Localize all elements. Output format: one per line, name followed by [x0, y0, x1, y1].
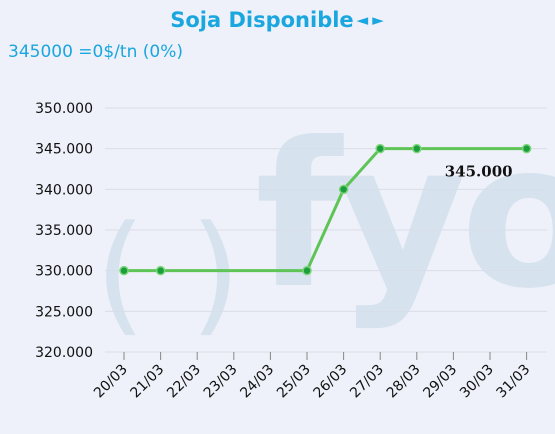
x-tick-label: 23/03	[201, 362, 241, 402]
fyo-watermark-logo: ( ) fyo	[95, 100, 555, 349]
watermark-text: fyo	[255, 100, 555, 333]
data-point[interactable]	[375, 143, 385, 154]
last-value-label: 345.000	[445, 163, 513, 181]
y-tick-label: 335.000	[35, 223, 93, 239]
x-tick-label: 21/03	[128, 362, 168, 402]
y-tick-label: 330.000	[35, 264, 93, 280]
x-tick-label: 27/03	[347, 362, 387, 402]
x-tick-label: 31/03	[494, 362, 534, 402]
y-tick-label: 340.000	[35, 182, 93, 198]
x-tick-label: 24/03	[237, 362, 277, 402]
chart-header: Soja Disponible ◄ ►	[0, 8, 555, 32]
price-change-subtitle: 345000 =0$/tn (0%)	[8, 42, 183, 62]
data-point[interactable]	[155, 265, 166, 276]
data-point[interactable]	[521, 143, 532, 154]
x-tick-label: 28/03	[384, 362, 424, 402]
chart-title-group: Soja Disponible ◄ ►	[170, 8, 385, 32]
y-tick-label: 345.000	[35, 142, 93, 158]
x-tick-label: 26/03	[311, 362, 351, 402]
prev-arrow-icon[interactable]: ◄	[356, 11, 369, 29]
x-tick-label: 29/03	[420, 362, 460, 402]
y-axis: 350.000 345.000 340.000 335.000 330.000 325.0…	[35, 101, 93, 361]
y-tick-label: 320.000	[35, 345, 93, 361]
y-tick-label: 350.000	[35, 101, 93, 117]
data-point[interactable]	[119, 265, 129, 276]
data-point[interactable]	[412, 143, 422, 154]
x-axis: 20/0321/0322/0323/0324/0325/0326/0327/03…	[91, 352, 533, 401]
x-tick-label: 20/03	[91, 362, 131, 402]
data-point[interactable]	[302, 265, 312, 276]
price-series	[119, 143, 532, 276]
chart-title: Soja Disponible	[170, 8, 354, 32]
data-labels: 345.000	[445, 163, 513, 181]
watermark-right-paren: )	[190, 197, 241, 349]
x-tick-label: 25/03	[274, 362, 314, 402]
data-point[interactable]	[338, 184, 349, 195]
x-tick-label: 30/03	[457, 362, 497, 402]
next-arrow-icon[interactable]: ►	[372, 11, 384, 29]
y-tick-label: 325.000	[35, 304, 93, 320]
x-tick-label: 22/03	[164, 362, 204, 402]
